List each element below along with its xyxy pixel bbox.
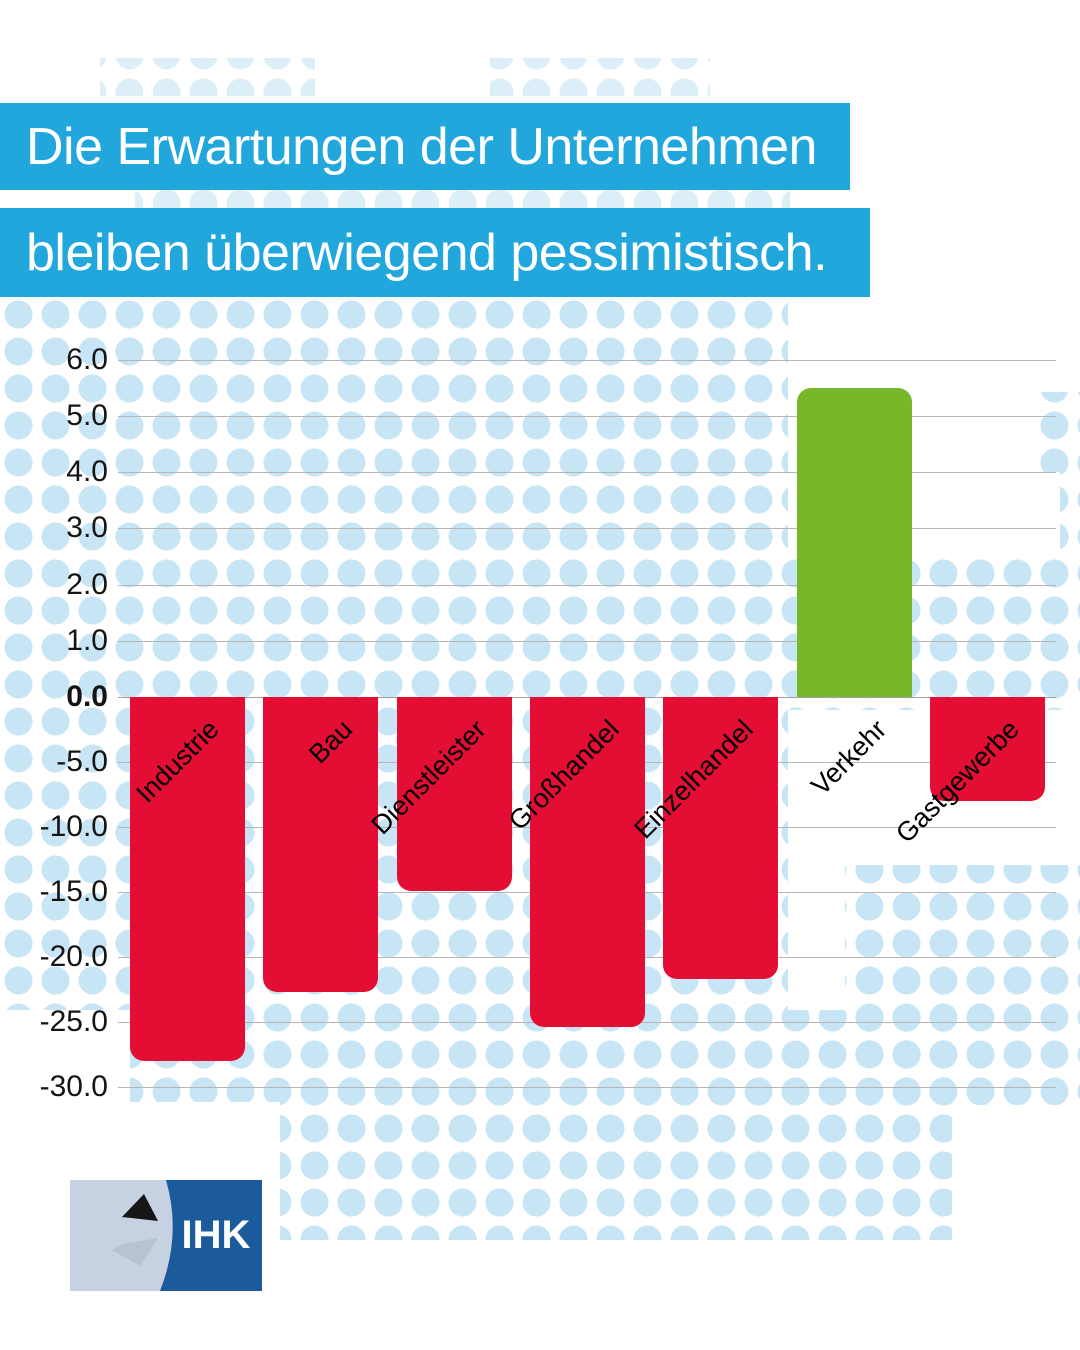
bar-dienstleister: [396, 697, 512, 891]
bar-bau: [263, 697, 379, 993]
title-text-line1: Die Erwartungen der Unternehmen: [26, 117, 817, 176]
bar-grosshandel: [529, 697, 645, 1028]
y-tick-label-0.0: 0.0: [66, 680, 108, 713]
flag-icon: [100, 1194, 158, 1240]
logo-blue-panel: [160, 1180, 262, 1291]
bar-einzelhandel: [663, 697, 779, 980]
y-tick-label-6.0: 6.0: [66, 342, 108, 376]
bar-industrie: [130, 697, 245, 1061]
grid-line--30.0: [118, 1087, 1056, 1088]
y-tick-label--5.0: -5.0: [56, 745, 108, 778]
y-tick-label-2.0: 2.0: [66, 567, 108, 601]
dot-pattern-patch: [490, 58, 710, 96]
y-tick-label-3.0: 3.0: [66, 511, 108, 545]
title-text-line2: bleiben überwiegend pessimistisch.: [26, 223, 828, 282]
grid-line-4.0: [118, 472, 1056, 474]
title-banner-line1: Die Erwartungen der Unternehmen: [0, 103, 850, 190]
bar-verkehr: [796, 387, 912, 697]
bar-gastgewerbe: [929, 697, 1045, 801]
flag-shadow-icon: [112, 1238, 158, 1266]
dot-pattern-patch: [100, 58, 315, 96]
y-tick-label-5.0: 5.0: [66, 399, 108, 432]
ihk-logo: IHK: [70, 1180, 262, 1291]
dot-pattern-patch: [280, 1010, 952, 1240]
grid-line-6.0: [118, 359, 1056, 361]
grid-line-2.0: [118, 584, 1056, 586]
grid-line-3.0: [118, 528, 1056, 530]
dot-pattern-patch: [1038, 392, 1080, 472]
logo-text: IHK: [182, 1213, 251, 1257]
y-tick-label--15.0: -15.0: [39, 875, 108, 908]
y-tick-label--25.0: -25.0: [39, 1005, 108, 1038]
y-tick-label--10.0: -10.0: [39, 810, 108, 843]
dot-pattern-patch: [1060, 468, 1080, 556]
category-label-verkehr: Verkehr: [804, 714, 892, 802]
grid-line-1.0: [118, 640, 1056, 642]
y-tick-label-4.0: 4.0: [66, 455, 108, 489]
dot-pattern-patch: [900, 1065, 1080, 1105]
y-tick-label--20.0: -20.0: [39, 940, 108, 973]
dot-pattern-patch: [845, 865, 1080, 1065]
title-banner-line2: bleiben überwiegend pessimistisch.: [0, 208, 870, 297]
y-tick-label--30.0: -30.0: [39, 1070, 108, 1103]
grid-line-5.0: [118, 416, 1056, 417]
y-tick-label-1.0: 1.0: [66, 623, 108, 657]
